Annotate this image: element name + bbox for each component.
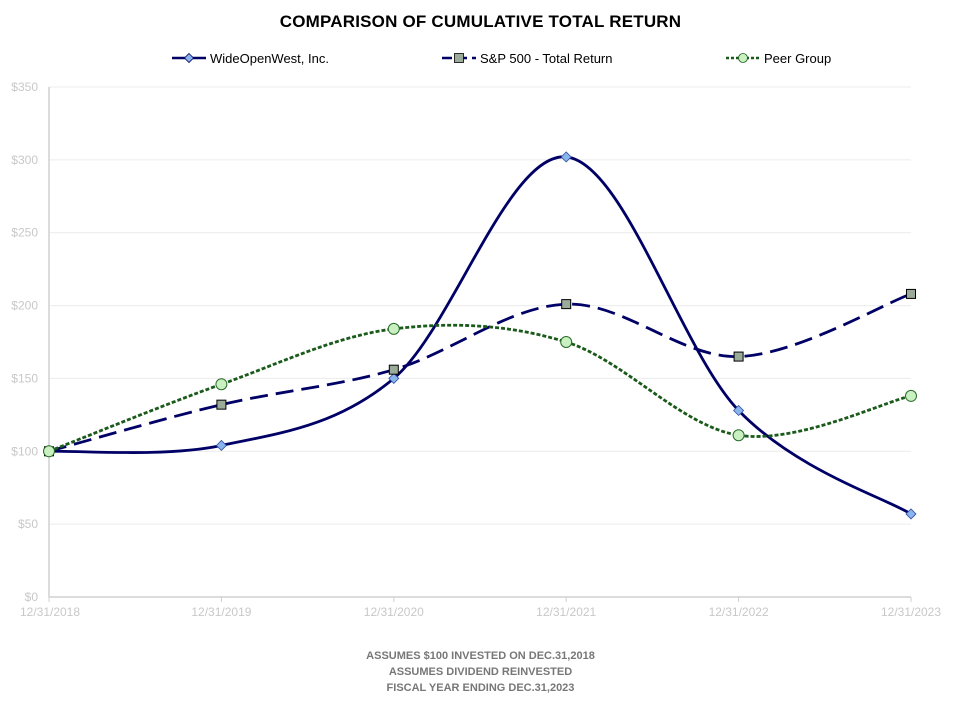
data-point-wideopenwest (905, 508, 917, 520)
series-line-wideopenwest (48, 155, 912, 516)
x-tick-label: 12/31/2019 (191, 605, 251, 619)
footnote-fiscal-year: FISCAL YEAR ENDING DEC.31,2023 (386, 682, 575, 694)
legend-swatch-circle-icon (726, 53, 760, 63)
data-point-peer-group (560, 336, 573, 348)
data-point-peer-group (905, 389, 917, 402)
legend-swatch-diamond-icon (172, 52, 206, 64)
series-line-sp500 (48, 292, 912, 453)
data-point-sp500 (388, 364, 399, 375)
x-tick-label: 12/31/2022 (709, 605, 769, 619)
data-point-wideopenwest (560, 151, 572, 163)
y-tick-label: $300 (11, 153, 38, 167)
x-tick-label: 12/31/2023 (881, 605, 941, 619)
data-point-peer-group (215, 378, 228, 391)
y-tick-label: $0 (25, 590, 39, 604)
footnote-dividends: ASSUMES DIVIDEND REINVESTED (388, 666, 573, 678)
y-tick-label: $100 (11, 444, 38, 458)
y-tick-label: $50 (18, 517, 38, 531)
legend-item-wideopenwest: WideOpenWest, Inc. (172, 48, 329, 68)
x-tick-label: 12/31/2018 (20, 605, 80, 619)
data-point-peer-group (732, 429, 745, 442)
series-line-peer-group (48, 323, 912, 453)
data-point-sp500 (216, 399, 227, 410)
legend-item-peer-group: Peer Group (726, 48, 831, 68)
footnotes: ASSUMES $100 INVESTED ON DEC.31,2018 ASS… (0, 648, 961, 696)
legend-swatch-square-icon (442, 53, 476, 63)
legend-label-peer-group: Peer Group (764, 50, 832, 66)
x-tick-label: 12/31/2021 (536, 605, 596, 619)
chart-legend: WideOpenWest, Inc. S&P 500 - Total Retur… (0, 48, 961, 70)
footnote-investment: ASSUMES $100 INVESTED ON DEC.31,2018 (366, 650, 595, 662)
data-point-wideopenwest (733, 404, 745, 417)
chart-title: COMPARISON OF CUMULATIVE TOTAL RETURN (279, 12, 682, 31)
x-tick-label: 12/31/2020 (364, 605, 424, 619)
data-point-sp500 (733, 351, 744, 362)
data-point-wideopenwest (215, 439, 227, 452)
y-tick-label: $200 (11, 299, 38, 313)
data-point-sp500 (561, 299, 572, 310)
y-tick-label: $350 (11, 80, 38, 94)
data-point-sp500 (906, 288, 916, 299)
legend-label-sp500: S&P 500 - Total Return (480, 50, 613, 66)
data-point-peer-group (387, 322, 400, 335)
legend-label-wideopenwest: WideOpenWest, Inc. (210, 50, 329, 66)
data-point-wideopenwest (388, 372, 400, 384)
data-point-peer-group (43, 445, 55, 458)
legend-item-sp500: S&P 500 - Total Return (442, 48, 613, 68)
y-tick-label: $150 (11, 371, 38, 385)
y-tick-label: $250 (11, 226, 38, 240)
